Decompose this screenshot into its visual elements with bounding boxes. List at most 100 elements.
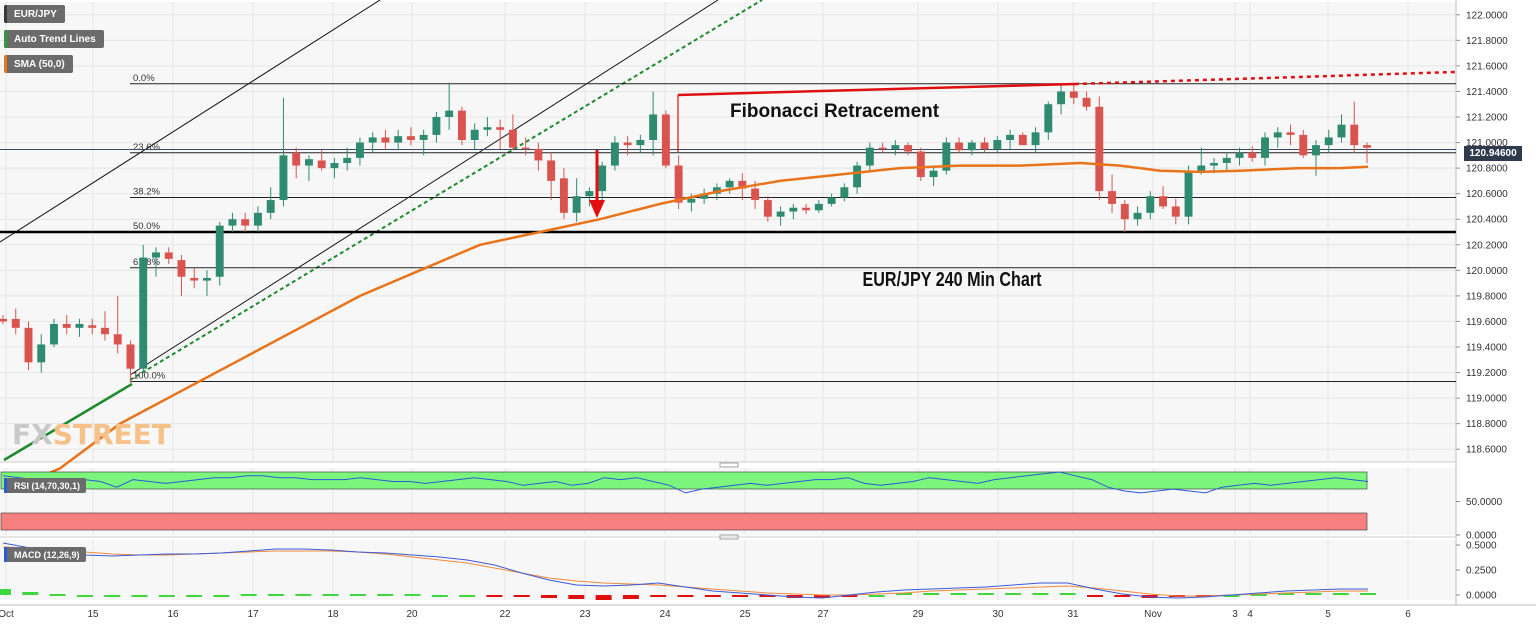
macd-histogram-bar [349, 594, 366, 596]
x-tick-label: 18 [327, 609, 339, 620]
macd-histogram-bar [49, 594, 66, 596]
candle-body [904, 145, 913, 152]
macd-histogram-bar [1114, 595, 1131, 597]
candle-body [980, 142, 989, 149]
fib-level-label: 100.0% [133, 371, 166, 382]
x-tick-label: 4 [1247, 609, 1253, 620]
x-tick-label: 5 [1325, 609, 1331, 620]
candle-body [1184, 170, 1193, 217]
candle-body [394, 136, 403, 143]
candle-body [585, 191, 594, 197]
macd-histogram-bar [295, 594, 312, 596]
fib-level-label: 50.0% [133, 221, 160, 232]
candle-body [1171, 206, 1180, 217]
candle-body [317, 160, 326, 169]
candle-body [330, 163, 339, 169]
candle-body [24, 327, 33, 363]
y-tick-label: 120.2000 [1466, 240, 1508, 251]
macd-histogram-bar [1087, 595, 1103, 597]
macd-histogram-bar [240, 594, 257, 596]
candle-body [967, 142, 976, 151]
rsi-tick-label: 50.0000 [1466, 497, 1503, 508]
x-tick-label: 24 [659, 609, 671, 620]
x-tick-label: Oct [0, 609, 14, 620]
macd-histogram-bar [1032, 593, 1049, 595]
legend-trend-lines[interactable]: Auto Trend Lines [4, 30, 104, 48]
candle-body [572, 196, 581, 213]
y-tick-label: 119.8000 [1466, 291, 1507, 302]
fib-title: Fibonacci Retracement [730, 101, 940, 122]
x-tick-label: 6 [1405, 609, 1411, 620]
x-tick-label: 15 [87, 609, 99, 620]
trend-line-upper [0, 0, 381, 243]
candle-body [419, 134, 428, 140]
candle-body [802, 207, 811, 211]
candle-body [139, 257, 148, 369]
candle-body [11, 318, 20, 328]
x-tick-label: Nov [1144, 609, 1162, 620]
legend-sma-label: SMA (50,0) [14, 58, 65, 70]
candle-body [254, 212, 262, 226]
candle-body [955, 142, 964, 151]
resistance-line [677, 82, 1076, 97]
candle-body [929, 170, 938, 178]
candle-body [381, 137, 390, 143]
macd-histogram-bar [1059, 593, 1076, 595]
trend-line-dotted-green [129, 0, 763, 381]
candle-body [712, 187, 721, 194]
y-tick-label: 120.6000 [1466, 189, 1508, 200]
macd-tick-label: 0.5000 [1466, 541, 1497, 552]
down-arrow-icon [589, 200, 605, 218]
candle-body [942, 142, 951, 171]
candle-body [279, 155, 288, 201]
y-tick-label: 122.0000 [1466, 10, 1508, 21]
candle-body [1350, 124, 1359, 146]
macd-histogram-bar [1005, 593, 1022, 595]
candle-body [266, 200, 275, 213]
candle-body [190, 278, 199, 281]
macd-histogram-bar [541, 595, 557, 598]
fib-level-label: 0.0% [133, 73, 155, 84]
fib-level-label: 23.6% [133, 142, 160, 153]
macd-histogram-bar [322, 594, 339, 596]
fxstreet-logo-fx: FX [12, 418, 53, 451]
candle-body [1197, 165, 1206, 171]
rsi-line [2, 471, 1369, 494]
candle-body [661, 114, 670, 166]
macd-histogram-bar [650, 595, 667, 597]
candle-body [840, 187, 849, 198]
macd-histogram-bar [158, 595, 175, 597]
macd-histogram-bar [486, 595, 503, 597]
macd-histogram-bar [1223, 595, 1240, 597]
candle-body [445, 110, 454, 117]
candle-body [483, 127, 492, 130]
macd-histogram-bar [0, 589, 11, 595]
candle-body [62, 324, 71, 328]
candle-body [1057, 91, 1066, 105]
candle-body [725, 180, 734, 188]
candle-body [508, 129, 517, 148]
macd-histogram-bar [1305, 593, 1322, 595]
candle-body [215, 225, 224, 277]
macd-histogram-bar [732, 595, 749, 597]
legend-sma[interactable]: SMA (50,0) [4, 55, 73, 73]
pane-resize-handle-icon [719, 462, 739, 468]
macd-line [2, 542, 1368, 599]
candle-body [547, 160, 556, 181]
macd-histogram-bar [268, 594, 284, 596]
macd-histogram-bar [186, 595, 203, 597]
rsi-legend[interactable]: RSI (14,70,30,1) [4, 478, 87, 493]
rsi-oversold-band [0, 512, 1368, 531]
x-tick-label: 3 [1232, 609, 1238, 620]
x-tick-label: 27 [817, 609, 829, 620]
y-tick-label: 120.8000 [1466, 164, 1508, 175]
legend-symbol[interactable]: EUR/JPY [4, 5, 65, 23]
macd-legend[interactable]: MACD (12,26,9) [4, 547, 86, 562]
y-tick-label: 119.4000 [1466, 343, 1507, 354]
x-tick-label: 29 [912, 609, 924, 620]
macd-histogram-bar [622, 595, 639, 599]
x-tick-label: 25 [739, 609, 751, 620]
candle-body [203, 278, 211, 281]
candle-body [559, 178, 568, 213]
chart-caption: EUR/JPY 240 Min Chart [863, 268, 1042, 290]
